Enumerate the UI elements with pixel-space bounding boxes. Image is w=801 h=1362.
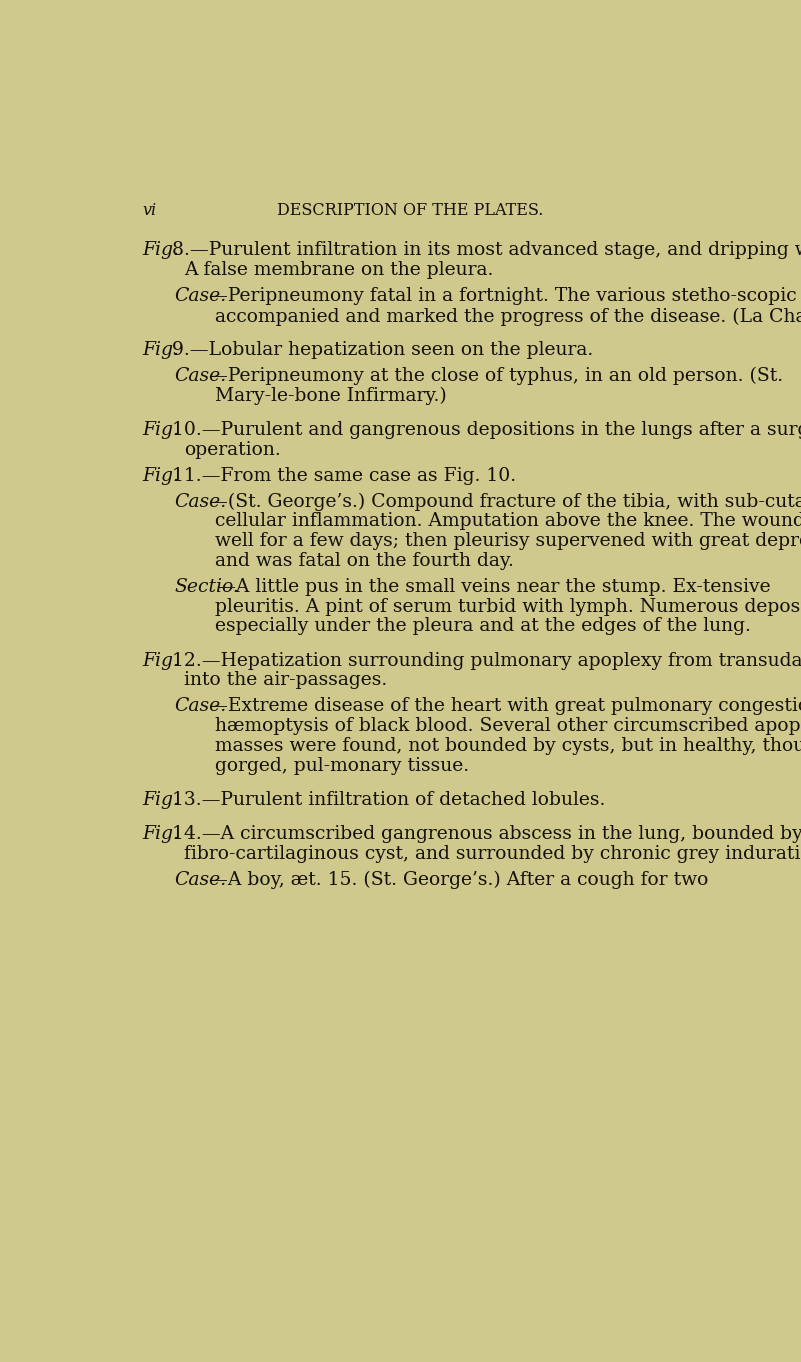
- Text: Sectio.: Sectio.: [175, 577, 239, 597]
- Text: gorged, pul-monary tissue.: gorged, pul-monary tissue.: [215, 757, 469, 775]
- Text: —(St. George’s.) Compound fracture of the tibia, with sub-cutaneous: —(St. George’s.) Compound fracture of th…: [209, 493, 801, 511]
- Text: 9.—Lobular hepatization seen on the pleura.: 9.—Lobular hepatization seen on the pleu…: [172, 340, 594, 358]
- Text: cellular inflammation. Amputation above the knee. The wound went on: cellular inflammation. Amputation above …: [215, 512, 801, 530]
- Text: 11.—From the same case as Fig. 10.: 11.—From the same case as Fig. 10.: [172, 467, 517, 485]
- Text: 8.—Purulent infiltration in its most advanced stage, and dripping with pus.: 8.—Purulent infiltration in its most adv…: [172, 241, 801, 259]
- Text: —A little pus in the small veins near the stump. Ex-tensive: —A little pus in the small veins near th…: [217, 577, 771, 597]
- Text: Fig.: Fig.: [143, 340, 179, 358]
- Text: 12.—Hepatization surrounding pulmonary apoplexy from transudation of blood: 12.—Hepatization surrounding pulmonary a…: [172, 652, 801, 670]
- Text: A false membrane on the pleura.: A false membrane on the pleura.: [184, 260, 493, 279]
- Text: Fig.: Fig.: [143, 652, 179, 670]
- Text: Case.: Case.: [175, 872, 227, 889]
- Text: especially under the pleura and at the edges of the lung.: especially under the pleura and at the e…: [215, 617, 751, 635]
- Text: —Extreme disease of the heart with great pulmonary congestion and: —Extreme disease of the heart with great…: [209, 697, 801, 715]
- Text: Case.: Case.: [175, 287, 227, 305]
- Text: Fig.: Fig.: [143, 791, 179, 809]
- Text: hæmoptysis of black blood. Several other circumscribed apoplectic: hæmoptysis of black blood. Several other…: [215, 718, 801, 735]
- Text: —Peripneumony at the close of typhus, in an old person. (St.: —Peripneumony at the close of typhus, in…: [209, 366, 783, 385]
- Text: 10.—Purulent and gangrenous depositions in the lungs after a surgical: 10.—Purulent and gangrenous depositions …: [172, 421, 801, 439]
- Text: Fig.: Fig.: [143, 241, 179, 259]
- Text: Case.: Case.: [175, 697, 227, 715]
- Text: —A boy, æt. 15. (St. George’s.) After a cough for two: —A boy, æt. 15. (St. George’s.) After a …: [209, 872, 709, 889]
- Text: fibro-cartilaginous cyst, and surrounded by chronic grey induration.: fibro-cartilaginous cyst, and surrounded…: [184, 846, 801, 864]
- Text: masses were found, not bounded by cysts, but in healthy, though: masses were found, not bounded by cysts,…: [215, 737, 801, 755]
- Text: Fig.: Fig.: [143, 825, 179, 843]
- Text: —Peripneumony fatal in a fortnight. The various stetho-scopic signs: —Peripneumony fatal in a fortnight. The …: [209, 287, 801, 305]
- Text: 14.—A circumscribed gangrenous abscess in the lung, bounded by a: 14.—A circumscribed gangrenous abscess i…: [172, 825, 801, 843]
- Text: Fig.: Fig.: [143, 467, 179, 485]
- Text: into the air-passages.: into the air-passages.: [184, 671, 387, 689]
- Text: Mary-le-bone Infirmary.): Mary-le-bone Infirmary.): [215, 387, 447, 405]
- Text: Case.: Case.: [175, 366, 227, 385]
- Text: pleuritis. A pint of serum turbid with lymph. Numerous depositions,: pleuritis. A pint of serum turbid with l…: [215, 598, 801, 616]
- Text: vi: vi: [143, 202, 156, 219]
- Text: Case.: Case.: [175, 493, 227, 511]
- Text: accompanied and marked the progress of the disease. (La Charité.): accompanied and marked the progress of t…: [215, 306, 801, 326]
- Text: Fig.: Fig.: [143, 421, 179, 439]
- Text: DESCRIPTION OF THE PLATES.: DESCRIPTION OF THE PLATES.: [277, 202, 544, 219]
- Text: 13.—Purulent infiltration of detached lobules.: 13.—Purulent infiltration of detached lo…: [172, 791, 606, 809]
- Text: and was fatal on the fourth day.: and was fatal on the fourth day.: [215, 552, 514, 569]
- Text: well for a few days; then pleurisy supervened with great depression,: well for a few days; then pleurisy super…: [215, 533, 801, 550]
- Text: operation.: operation.: [184, 441, 280, 459]
